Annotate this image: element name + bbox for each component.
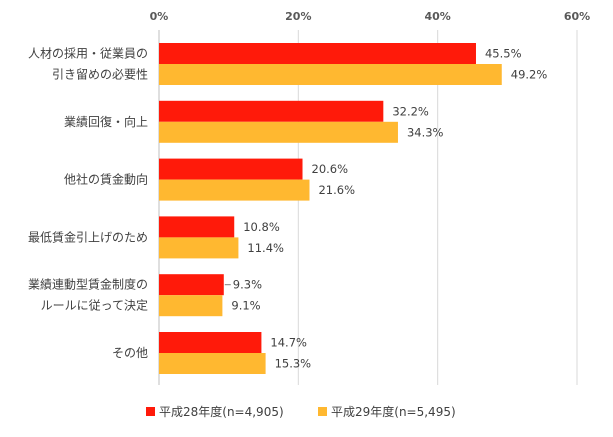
bar-h28 bbox=[159, 100, 384, 122]
category-label: 業績連動型賃金制度の bbox=[28, 277, 148, 292]
legend-swatch bbox=[146, 407, 155, 416]
bars bbox=[159, 43, 502, 374]
data-label: 10.8% bbox=[243, 220, 280, 234]
data-label: 9.1% bbox=[231, 299, 260, 313]
data-label: 32.2% bbox=[392, 104, 429, 118]
category-label: ルールに従って決定 bbox=[41, 298, 148, 313]
gridlines bbox=[158, 30, 578, 385]
data-label: 49.2% bbox=[511, 68, 548, 82]
data-label: 15.3% bbox=[275, 357, 312, 371]
legend: 平成28年度(n=4,905) 平成29年度(n=5,495) bbox=[146, 404, 456, 419]
data-label: 11.4% bbox=[247, 241, 284, 255]
data-label: 14.7% bbox=[270, 336, 307, 350]
bar-h29 bbox=[159, 64, 502, 85]
bar-h28 bbox=[159, 332, 262, 353]
bar-h29 bbox=[159, 353, 266, 374]
category-label: 業績回復・向上 bbox=[64, 114, 148, 129]
bar-h29 bbox=[159, 295, 223, 317]
bar-h28 bbox=[159, 43, 476, 64]
legend-label: 平成28年度(n=4,905) bbox=[159, 404, 284, 419]
data-label: 45.5% bbox=[485, 47, 522, 61]
category-label: 他社の賃金動向 bbox=[64, 172, 148, 187]
x-axis-ticks: 0% 20% 40% 60% bbox=[150, 10, 591, 23]
x-tick-label: 0% bbox=[150, 10, 169, 23]
bar-h28 bbox=[159, 274, 224, 296]
x-tick-label: 60% bbox=[564, 10, 590, 23]
category-label: 最低賃金引上げのため bbox=[28, 229, 148, 244]
data-label: 20.6% bbox=[312, 162, 349, 176]
category-label: その他 bbox=[112, 346, 148, 360]
data-label: 34.3% bbox=[407, 125, 444, 139]
legend-label: 平成29年度(n=5,495) bbox=[331, 404, 456, 419]
x-tick-label: 40% bbox=[424, 10, 450, 23]
category-label: 引き留めの必要性 bbox=[52, 68, 148, 82]
data-label: 21.6% bbox=[318, 183, 355, 197]
data-label: 9.3% bbox=[233, 278, 262, 292]
bar-h29 bbox=[159, 237, 239, 259]
category-label: 人材の採用・従業員の bbox=[28, 47, 148, 61]
bar-h28 bbox=[159, 158, 303, 180]
x-tick-label: 20% bbox=[285, 10, 311, 23]
data-labels: 45.5% 49.2% 32.2% 34.3% 20.6% 21.6% 10.8% 11.4%… bbox=[224, 47, 548, 371]
bar-h29 bbox=[159, 179, 310, 201]
bar-h29 bbox=[159, 121, 398, 143]
legend-swatch bbox=[318, 407, 327, 416]
bar-h28 bbox=[159, 216, 235, 238]
category-labels: 人材の採用・従業員の引き留めの必要性業績回復・向上他社の賃金動向最低賃金引上げの… bbox=[28, 47, 148, 361]
